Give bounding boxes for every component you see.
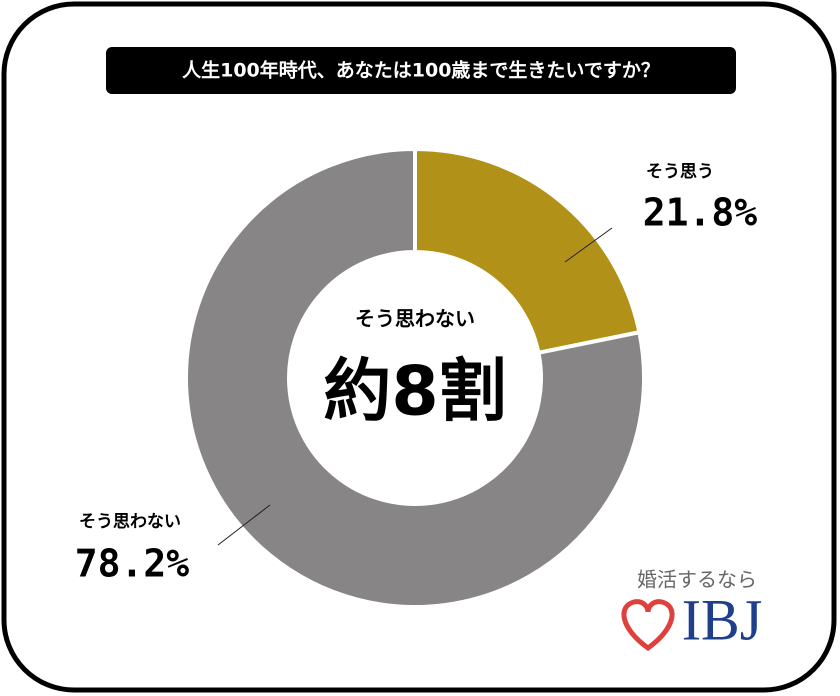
chart-title: 人生100年時代、あなたは100歳まで生きたいですか？ — [182, 59, 660, 82]
donut-segment — [184, 146, 646, 609]
title-box — [106, 47, 736, 94]
center-label: そう思わない — [355, 307, 475, 331]
leader-line — [217, 504, 271, 546]
logo-name: IBJ — [682, 587, 763, 652]
category-label: そう思う — [646, 162, 714, 182]
donut — [184, 146, 646, 609]
logo-tagline: 婚活するなら — [637, 568, 757, 592]
center-value: 約8割 — [323, 353, 506, 432]
leader-line — [564, 227, 613, 263]
donut-segment — [413, 146, 642, 356]
value-label: 21.8% — [643, 191, 758, 235]
category-label: そう思わない — [79, 512, 181, 532]
value-label: 78.2% — [75, 542, 190, 586]
logo-heart — [621, 599, 675, 652]
